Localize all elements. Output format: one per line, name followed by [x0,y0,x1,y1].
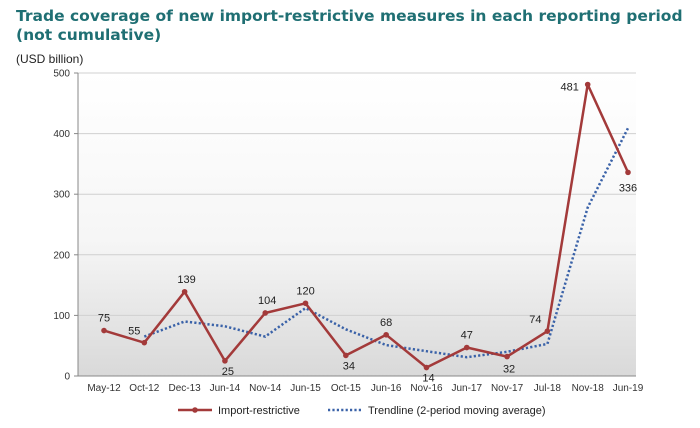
restrictive-path [103,83,630,369]
data-label: 47 [461,330,473,342]
x-tick-label: Nov-14 [249,383,282,394]
legend-dot-restrictive [192,407,198,413]
data-label: 336 [619,182,637,194]
restrictive-point [423,364,430,371]
y-tick-label: 0 [64,372,70,383]
y-tick-label: 300 [53,190,70,201]
restrictive-point [584,81,591,88]
restrictive-point [222,358,228,364]
data-label: 34 [343,360,355,372]
data-labels: 75 55 139 25 104 120 34 68 14 47 32 74 481 336 [98,82,637,385]
data-label: 139 [177,274,195,286]
data-label: 14 [422,373,434,385]
x-tick-label: Jun-17 [451,383,482,394]
restrictive-point [262,310,269,316]
trendline-series [143,127,630,359]
y-tick-label: 200 [53,250,70,261]
x-tick-label: Oct-15 [331,383,361,394]
x-tick-label: Jun-19 [613,383,644,394]
data-label: 55 [128,326,140,338]
data-label: 74 [529,314,541,326]
gridlines [74,72,636,377]
chart-title-line1: Trade coverage of new import-restrictive… [16,7,683,25]
unit-label: (USD billion) [16,52,84,66]
y-tick-label: 500 [53,69,70,80]
x-tick-label: Jun-14 [210,383,241,394]
restrictive-point [504,353,510,360]
restrictive-point [181,288,188,295]
restrictive-point [625,169,631,176]
x-tick-label: Dec-13 [168,383,201,394]
data-label: 104 [258,295,276,307]
x-tick-label: Oct-12 [129,383,159,394]
chart-title-line2: (not cumulative) [16,26,162,44]
x-tick-label: May-12 [87,383,121,394]
legend: Import-restrictive Trendline (2-period m… [178,405,546,417]
data-label: 75 [98,313,110,325]
data-label: 68 [380,317,392,329]
y-tick-label: 100 [53,311,70,322]
y-tick-labels: 0 100 200 300 400 500 [53,69,70,383]
restrictive-point [141,339,148,346]
x-tick-label: Jul-18 [534,383,562,394]
restrictive-point [302,300,309,307]
data-label: 32 [503,364,515,376]
trendline-path [143,127,630,359]
data-label: 481 [561,82,579,94]
restrictive-point [343,352,349,359]
x-tick-label: Jun-15 [290,383,321,394]
restrictive-series [101,81,631,371]
plot-area [78,73,636,376]
y-tick-label: 400 [53,129,70,140]
restrictive-point [101,327,107,334]
restrictive-point [383,331,389,338]
x-tick-label: Nov-16 [410,383,443,394]
x-tick-label: Nov-18 [572,383,605,394]
data-label: 120 [296,285,314,297]
restrictive-point [463,344,470,351]
data-label: 25 [222,366,234,378]
chart-title: Trade coverage of new import-restrictive… [16,7,686,45]
restrictive-point [544,328,551,334]
legend-label-trend: Trendline (2-period moving average) [368,405,546,417]
x-tick-labels: May-12 Oct-12 Dec-13 Jun-14 Nov-14 Jun-15 Oct-… [87,383,643,394]
x-tick-label: Nov-17 [491,383,524,394]
x-tick-label: Jun-16 [371,383,402,394]
legend-label-restrictive: Import-restrictive [218,405,300,417]
